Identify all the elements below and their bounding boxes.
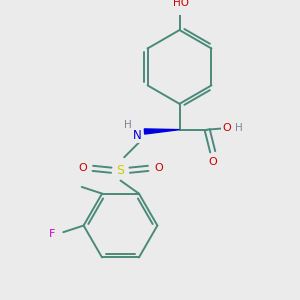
Text: S: S — [116, 164, 124, 177]
Text: O: O — [222, 123, 231, 133]
Text: F: F — [49, 229, 56, 239]
Text: H: H — [124, 120, 132, 130]
Text: O: O — [154, 164, 163, 173]
Text: N: N — [133, 129, 142, 142]
Text: HO: HO — [173, 0, 189, 8]
Text: H: H — [236, 123, 243, 133]
Text: O: O — [208, 157, 217, 167]
Polygon shape — [144, 129, 179, 134]
Text: O: O — [78, 164, 87, 173]
